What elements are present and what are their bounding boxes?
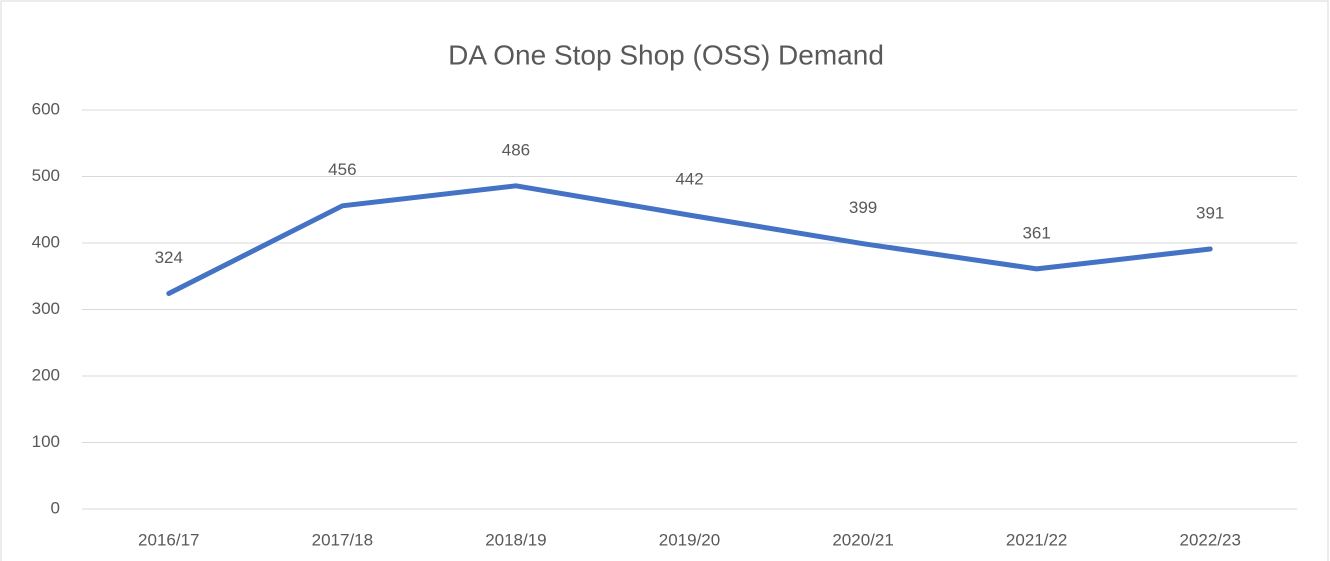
- y-tick-label: 0: [51, 498, 60, 517]
- y-tick-label: 100: [32, 432, 60, 451]
- line-series: [166, 183, 1213, 296]
- data-label: 442: [675, 170, 703, 189]
- data-label: 324: [155, 248, 183, 267]
- data-label: 456: [328, 160, 356, 179]
- x-tick-label: 2017/18: [312, 530, 373, 549]
- chart-title: DA One Stop Shop (OSS) Demand: [448, 39, 884, 70]
- x-tick-label: 2019/20: [659, 530, 720, 549]
- y-tick-label: 300: [32, 299, 60, 318]
- y-tick-label: 200: [32, 365, 60, 384]
- data-label: 391: [1196, 203, 1224, 222]
- x-tick-label: 2021/22: [1006, 530, 1067, 549]
- y-tick-label: 400: [32, 232, 60, 251]
- data-label: 399: [849, 198, 877, 217]
- data-label: 361: [1022, 223, 1050, 242]
- x-tick-label: 2022/23: [1179, 530, 1240, 549]
- x-tick-label: 2016/17: [138, 530, 199, 549]
- y-tick-label: 600: [32, 99, 60, 118]
- x-tick-label: 2018/19: [485, 530, 546, 549]
- y-tick-label: 500: [32, 166, 60, 185]
- x-tick-label: 2020/21: [832, 530, 893, 549]
- data-label: 486: [502, 140, 530, 159]
